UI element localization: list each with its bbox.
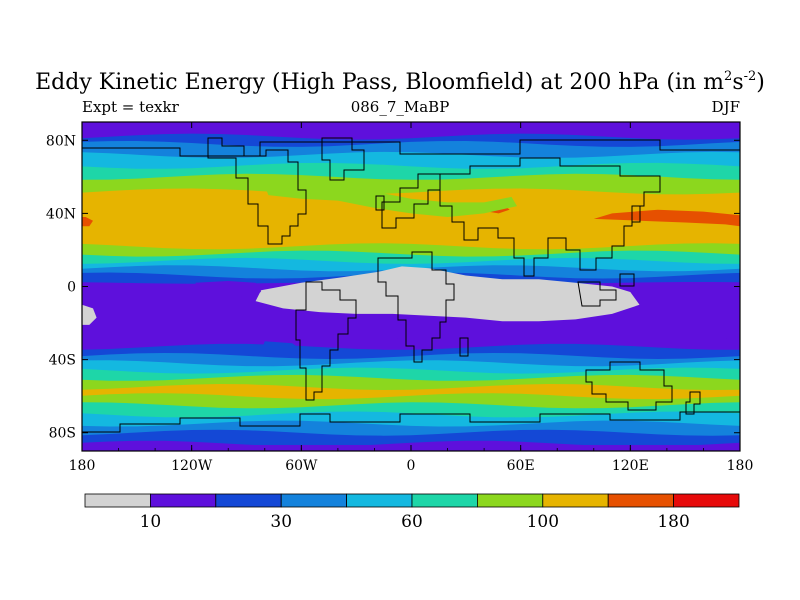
x-tick-label: 180 xyxy=(69,458,96,474)
continent-outline xyxy=(685,391,701,415)
continent-outline xyxy=(381,173,441,229)
contour-band xyxy=(82,128,740,141)
continent-outline xyxy=(377,251,455,363)
x-tick-label: 120E xyxy=(612,458,649,474)
contour-band xyxy=(82,141,740,159)
colorbar-swatch xyxy=(542,493,609,508)
x-tick-label: 180 xyxy=(727,458,754,474)
colorbar-swatch xyxy=(280,493,348,508)
y-tick-label: 0 xyxy=(67,280,76,296)
continent-outline xyxy=(82,411,740,433)
y-tick-label: 40S xyxy=(49,353,76,369)
contour-band xyxy=(82,188,740,240)
colorbar-swatch xyxy=(476,493,544,508)
title-end: ) xyxy=(756,70,765,95)
plot-area xyxy=(82,122,740,451)
continent-outline xyxy=(619,273,635,287)
title-mid: s xyxy=(732,70,744,95)
contour-band xyxy=(82,411,740,428)
continent-outline xyxy=(295,281,357,401)
continent-outline xyxy=(321,137,365,181)
experiment-label: Expt = texkr xyxy=(82,98,179,116)
contour-band xyxy=(82,133,740,148)
contour-band xyxy=(82,374,740,391)
contour-band xyxy=(82,384,740,401)
ne-america-green xyxy=(264,182,517,217)
atlantic-entry-core xyxy=(82,217,93,227)
contour-band xyxy=(82,232,740,251)
x-tick-label: 0 xyxy=(407,458,416,474)
colorbar-swatch xyxy=(215,493,282,508)
contour-band xyxy=(82,429,740,448)
tropical-low-region xyxy=(255,266,640,322)
y-tick-label: 80S xyxy=(49,426,76,442)
y-tick-label: 80N xyxy=(46,133,76,149)
contour-band xyxy=(82,367,740,382)
colorbar-label: 100 xyxy=(527,512,559,532)
x-tick-label: 60E xyxy=(507,458,535,474)
x-tick-label: 60W xyxy=(285,458,318,474)
contour-band xyxy=(82,420,740,437)
pacific-jet-core xyxy=(593,209,740,227)
colorbar-swatch xyxy=(84,493,151,508)
colorbar-swatch xyxy=(411,493,478,508)
continent-outline xyxy=(439,157,661,277)
contour-band xyxy=(82,162,740,181)
season-label: DJF xyxy=(711,98,740,116)
contour-band xyxy=(82,393,740,410)
continent-outline xyxy=(459,337,469,357)
east-pacific-low-region xyxy=(82,304,97,325)
colorbar-label: 60 xyxy=(401,512,423,532)
title-superscript-2: -2 xyxy=(743,69,757,84)
colorbar-swatch xyxy=(607,493,675,508)
chart-title: Eddy Kinetic Energy (High Pass, Bloomfie… xyxy=(0,70,800,96)
contour-band xyxy=(82,360,740,375)
run-id-label: 086_7_MaBP xyxy=(350,98,450,116)
colorbar-swatch xyxy=(149,493,217,508)
continent-outline xyxy=(585,361,673,411)
x-tick-label: 120W xyxy=(171,458,213,474)
continent-outline xyxy=(577,281,617,307)
continent-outline xyxy=(375,195,385,211)
continent-outline xyxy=(82,139,740,157)
colorbar-swatch xyxy=(673,493,740,508)
us-gap-low-region xyxy=(195,281,262,298)
colorbar-label: 10 xyxy=(140,512,162,532)
contour-band xyxy=(82,257,740,273)
contour-band xyxy=(82,173,740,196)
continent-outline xyxy=(631,205,641,223)
contour-band xyxy=(82,353,740,368)
andes-gap-region xyxy=(261,341,305,356)
contour-band xyxy=(82,334,740,351)
y-tick-label: 40N xyxy=(46,206,76,222)
title-superscript-1: 2 xyxy=(724,69,733,84)
colorbar-label: 180 xyxy=(657,512,689,532)
contour-band xyxy=(82,243,740,258)
colorbar-label: 30 xyxy=(270,512,292,532)
title-main: Eddy Kinetic Energy (High Pass, Bloomfie… xyxy=(35,70,725,95)
colorbar-swatch xyxy=(346,493,413,508)
